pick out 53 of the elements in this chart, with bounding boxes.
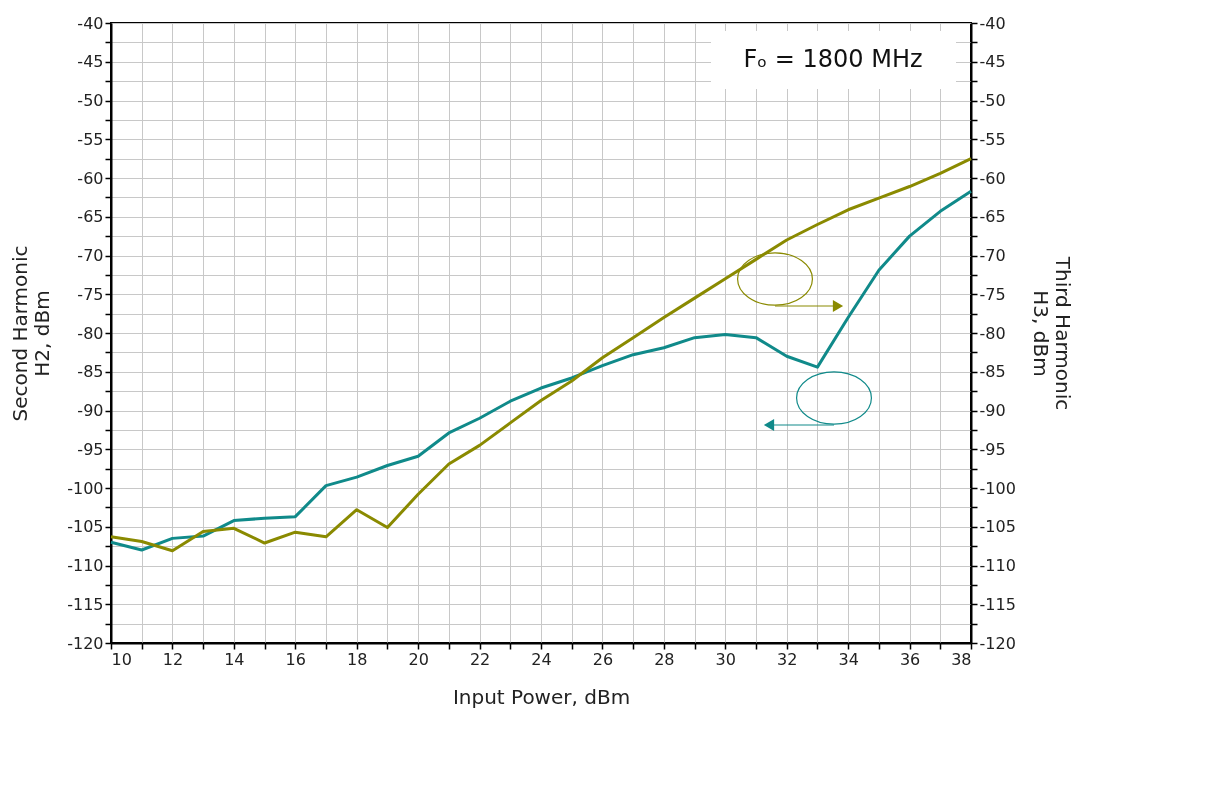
y-tick-label: -40: [77, 13, 104, 33]
x-axis-title: Input Power, dBm: [452, 684, 631, 709]
y2-tick-label: -80: [979, 323, 1006, 343]
y-tick-label: -100: [67, 478, 104, 498]
x-tick-label: 36: [899, 649, 921, 669]
y-tick-label: -95: [77, 439, 104, 459]
x-tick-label: 12: [162, 649, 184, 669]
y2-tick-label: -85: [979, 362, 1006, 382]
x-tick-label: 20: [408, 649, 429, 669]
y2-tick-label: -60: [979, 168, 1006, 188]
y2-tick-label: -115: [979, 594, 1016, 614]
y2-tick-label: -40: [979, 13, 1006, 33]
y-tick-label: -45: [77, 52, 104, 72]
y2-tick-label: -55: [979, 129, 1006, 149]
y-tick-label: -120: [67, 633, 104, 653]
x-tick-label: 16: [285, 649, 306, 669]
y2-tick-label: -45: [979, 52, 1006, 72]
y2-tick-label: -75: [979, 284, 1006, 304]
x-tick-label: 26: [592, 649, 614, 669]
x-tick-label: 38: [951, 649, 972, 669]
y-tick-label: -65: [77, 207, 104, 227]
x-tick-label: 32: [777, 649, 798, 669]
x-tick-label: 30: [715, 649, 736, 669]
x-tick-label: 18: [347, 649, 368, 669]
y2-tick-label: -110: [979, 556, 1016, 575]
y2-axis-title: Third Harmonic H3, dBm: [1028, 255, 1075, 411]
y-tick-label: -105: [67, 517, 104, 537]
annotation: Fₒ = 1800 MHz: [743, 45, 923, 73]
y-tick-label: -80: [77, 323, 104, 343]
y2-tick-label: -70: [979, 246, 1006, 265]
x-tick-label: 14: [224, 649, 245, 669]
y2-tick-label: -90: [979, 401, 1006, 420]
x-tick-label: 22: [469, 649, 491, 669]
y-tick-label: -55: [77, 129, 104, 149]
y2-tick-label: -120: [979, 633, 1016, 653]
y2-tick-label: -65: [979, 207, 1006, 227]
y-tick-label: -110: [67, 556, 104, 575]
y-tick-label: -115: [67, 594, 104, 614]
y2-tick-label: -100: [979, 478, 1016, 498]
y-tick-label: -75: [77, 284, 104, 304]
x-tick-label: 34: [838, 649, 859, 669]
x-tick-label: 24: [531, 649, 552, 669]
y-axis-title: Second Harmonic H2, dBm: [8, 245, 55, 422]
y2-tick-label: -105: [979, 517, 1016, 537]
y-tick-label: -70: [77, 246, 104, 265]
y2-tick-label: -50: [979, 91, 1006, 110]
y-tick-label: -85: [77, 362, 104, 382]
y-tick-label: -60: [77, 168, 104, 188]
x-tick-label: 28: [654, 649, 675, 669]
x-tick-label: 10: [111, 649, 132, 669]
y-tick-label: -90: [77, 401, 104, 420]
y2-tick-label: -95: [979, 439, 1006, 459]
y-tick-label: -50: [77, 91, 104, 110]
